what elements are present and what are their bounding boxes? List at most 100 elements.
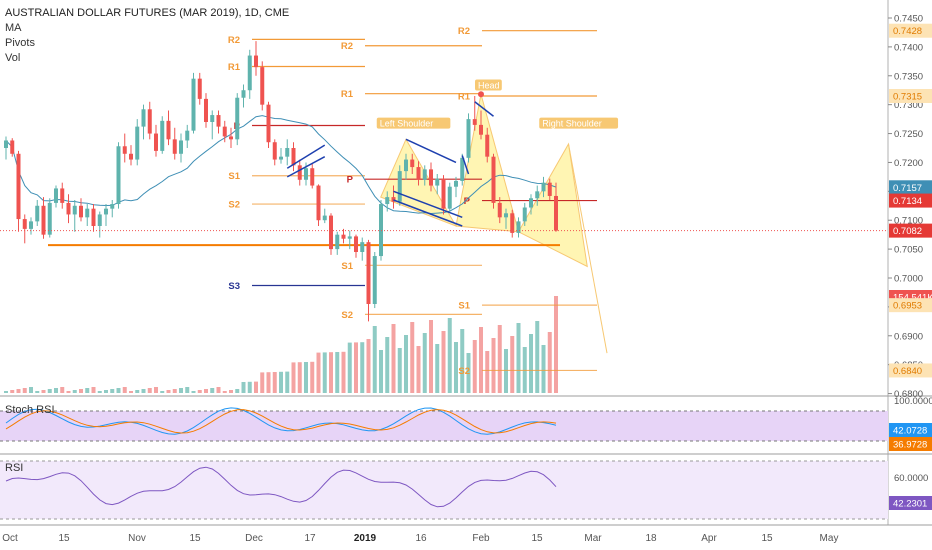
time-tick-label: 2019 <box>354 533 377 544</box>
candle-body <box>422 169 427 180</box>
candle-body <box>347 236 352 239</box>
volume-bar <box>79 389 83 393</box>
candle-body <box>185 130 190 141</box>
annotation-badge <box>539 117 619 129</box>
price-tick-label: 0.7450 <box>894 14 923 25</box>
time-tick-label: Nov <box>128 533 146 544</box>
candle-body <box>547 182 552 196</box>
candle-body <box>429 169 433 186</box>
candle-body <box>304 168 308 180</box>
volume-bar <box>172 389 177 393</box>
candle-body <box>316 185 321 221</box>
volume-bar <box>122 387 127 393</box>
volume-bar <box>391 324 396 393</box>
candle-body <box>166 120 171 140</box>
pivot-label: R1 <box>458 92 471 103</box>
legend-pivots[interactable]: Pivots <box>5 37 35 49</box>
candle-body <box>72 205 77 215</box>
stoch-rsi-label[interactable]: Stoch RSI <box>5 404 55 416</box>
candle-body <box>204 98 208 122</box>
volume-bar <box>66 391 71 393</box>
volume-bar <box>366 339 371 393</box>
volume-bar <box>466 353 471 393</box>
volume-bar <box>447 318 452 393</box>
pivot-label: R2 <box>341 41 353 52</box>
candle-body <box>447 186 452 209</box>
volume-bar <box>60 387 65 393</box>
candle-body <box>279 156 283 160</box>
volume-bar <box>216 387 221 393</box>
price-tick-label: 0.7350 <box>894 71 923 82</box>
volume-bar <box>135 390 140 393</box>
price-label-badge <box>889 223 932 238</box>
stoch-d-line <box>5 409 557 434</box>
time-tick-label: Dec <box>245 533 263 544</box>
time-tick-label: Feb <box>472 533 490 544</box>
volume-bar <box>35 391 40 393</box>
rsi-level-label: 60.0000 <box>894 473 928 484</box>
candle-body <box>472 119 477 125</box>
projection-line <box>568 143 608 354</box>
volume-bar <box>354 342 358 393</box>
candle-body <box>504 213 508 218</box>
candle-body <box>454 180 458 187</box>
candle-body <box>460 157 465 181</box>
candle-body <box>535 191 540 199</box>
volume-bar <box>272 372 277 393</box>
trend-line <box>474 101 494 117</box>
candle-body <box>222 126 227 137</box>
candle-body <box>141 109 146 127</box>
price-label-badge <box>889 180 932 195</box>
stoch-k-badge <box>889 423 932 437</box>
stoch-k-value: 42.0728 <box>893 426 927 437</box>
pivot-label: S2 <box>458 366 470 377</box>
candle-body <box>54 188 58 203</box>
pivot-label: S1 <box>228 171 240 182</box>
legend-ma[interactable]: MA <box>5 22 22 34</box>
price-label-text: 0.7315 <box>893 92 922 103</box>
volume-bar <box>204 389 208 393</box>
symbol-title[interactable]: AUSTRALIAN DOLLAR FUTURES (MAR 2019), 1D… <box>5 7 290 19</box>
pivot-label: S2 <box>228 200 240 211</box>
candle-body <box>10 140 15 154</box>
volume-bar <box>197 390 202 393</box>
candle-body <box>441 178 446 209</box>
volume-bar <box>347 342 352 393</box>
candle-body <box>41 205 46 235</box>
candle-body <box>297 165 302 180</box>
rsi-line <box>5 466 557 508</box>
candle-body <box>91 208 96 226</box>
volume-bar <box>547 332 552 393</box>
time-tick-label: 15 <box>531 533 543 544</box>
right-shoulder-shape <box>517 142 588 268</box>
volume-bar <box>147 388 152 393</box>
time-tick-label: Apr <box>701 533 717 544</box>
price-label-badge <box>889 298 932 313</box>
candle-body <box>310 168 315 186</box>
pivot-label: S1 <box>458 301 470 312</box>
volume-bar <box>104 390 108 393</box>
candle-body <box>197 78 202 99</box>
candle-body <box>541 182 546 192</box>
candle-body <box>554 195 558 231</box>
rsi-value: 42.2301 <box>893 499 927 510</box>
price-tick-label: 0.7250 <box>894 129 923 140</box>
price-label-text: 0.7428 <box>893 26 922 37</box>
pivot-label: R2 <box>458 26 470 37</box>
candle-body <box>435 178 440 186</box>
rsi-label[interactable]: RSI <box>5 462 24 474</box>
volume-bar <box>254 381 258 393</box>
volume-bar <box>460 329 465 393</box>
volume-bar <box>285 371 290 393</box>
candle-body <box>241 90 246 98</box>
time-tick-label: 16 <box>415 533 427 544</box>
legend-vol[interactable]: Vol <box>5 52 21 64</box>
candle-body <box>516 221 521 233</box>
volume-bar <box>179 388 183 393</box>
price-tick-label: 0.7300 <box>894 100 923 111</box>
volume-bar <box>372 326 377 393</box>
price-label-badge <box>889 23 932 38</box>
candle-body <box>485 134 490 157</box>
candle-body <box>360 242 365 252</box>
